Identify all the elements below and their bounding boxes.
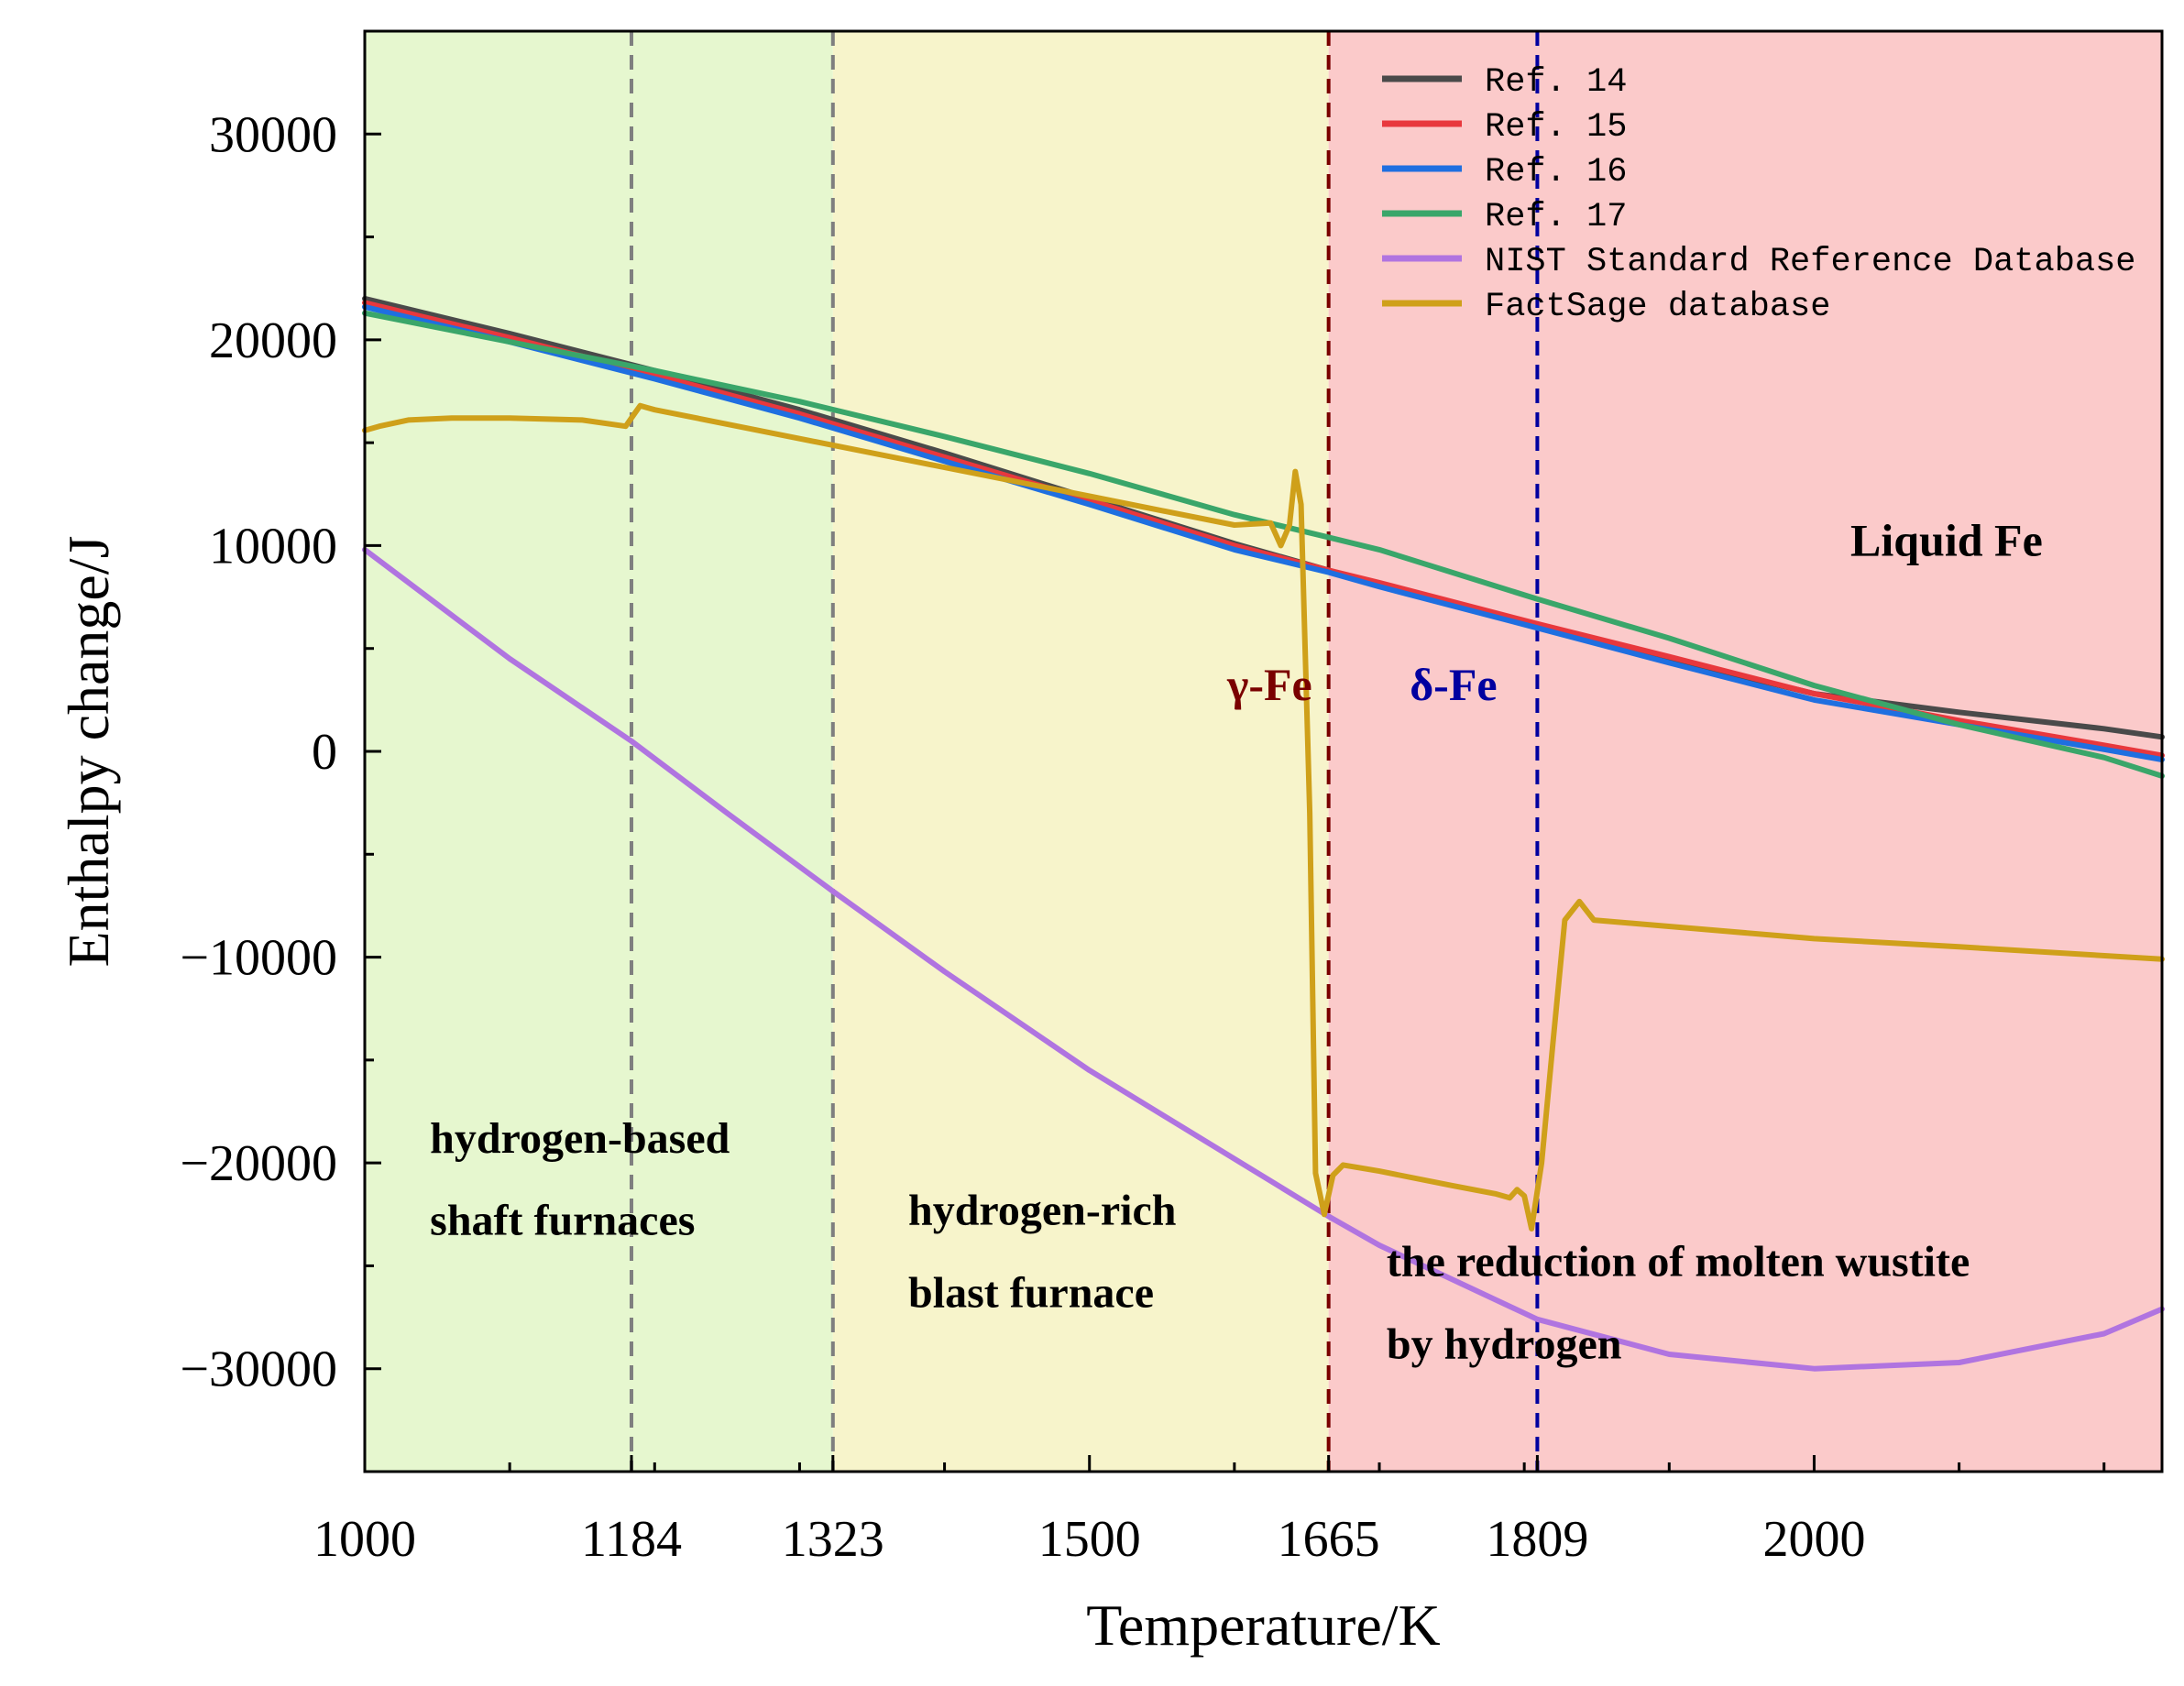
x-tick-label: 1665: [1278, 1511, 1380, 1568]
phase-label: γ-Fe: [1226, 659, 1312, 710]
series-line: [362, 310, 2165, 779]
legend-label: FactSage database: [1485, 288, 1830, 326]
x-tick-label: 1000: [313, 1511, 416, 1568]
phase-label: δ-Fe: [1410, 659, 1497, 710]
region-label: the reduction of molten wustite: [1387, 1238, 1970, 1286]
x-axis-label: Temperature/K: [1086, 1593, 1440, 1658]
y-tick-label: −20000: [180, 1135, 337, 1192]
region-label: hydrogen-based: [430, 1114, 730, 1163]
x-tick-label: 1184: [581, 1511, 682, 1568]
furnace-regions: [365, 31, 2162, 1472]
phase-annotations: γ-Fe δ-Fe Liquid Fe: [1226, 515, 2043, 710]
y-axis-ticks: 30000 20000 10000 0 −10000 −20000 −30000: [180, 106, 381, 1398]
y-tick-label: 0: [312, 724, 337, 781]
y-tick-label: 20000: [209, 312, 337, 369]
region-label: blast furnace: [908, 1268, 1154, 1317]
series-line: [362, 546, 2165, 1372]
series-line: [362, 303, 2165, 762]
region-background: [365, 31, 833, 1472]
x-tick-label: 1809: [1486, 1511, 1588, 1568]
region-labels: hydrogen-based shaft furnaces hydrogen-ric…: [430, 1114, 1970, 1369]
phase-label: Liquid Fe: [1850, 515, 2043, 566]
series-line: [362, 402, 2165, 1232]
legend-label: NIST Standard Reference Database: [1485, 243, 2136, 281]
y-tick-label: −30000: [180, 1341, 337, 1398]
x-tick-label: 1500: [1038, 1511, 1141, 1568]
legend-label: Ref. 17: [1485, 198, 1627, 236]
data-series: [362, 295, 2165, 1372]
region-label: shaft furnaces: [430, 1197, 695, 1245]
y-tick-label: −10000: [180, 930, 337, 987]
legend-label: Ref. 14: [1485, 63, 1627, 102]
y-axis-label: Enthalpy change/J: [56, 536, 121, 968]
legend-label: Ref. 15: [1485, 108, 1627, 147]
y-tick-label: 30000: [209, 106, 337, 163]
transition-lines: [629, 31, 1540, 1472]
legend-label: Ref. 16: [1485, 153, 1627, 192]
y-tick-label: 10000: [209, 518, 337, 575]
x-axis-ticks: 1000 1184 1323 1500 1665 1809 2000: [313, 1455, 2106, 1568]
region-background: [1328, 31, 2162, 1472]
region-label: hydrogen-rich: [908, 1187, 1176, 1235]
x-tick-label: 2000: [1762, 1511, 1865, 1568]
region-background: [832, 31, 1329, 1472]
legend: Ref. 14 Ref. 15 Ref. 16 Ref. 17 NIST Standar…: [1382, 63, 2136, 326]
region-label: by hydrogen: [1387, 1319, 1622, 1368]
x-tick-label: 1323: [782, 1511, 884, 1568]
